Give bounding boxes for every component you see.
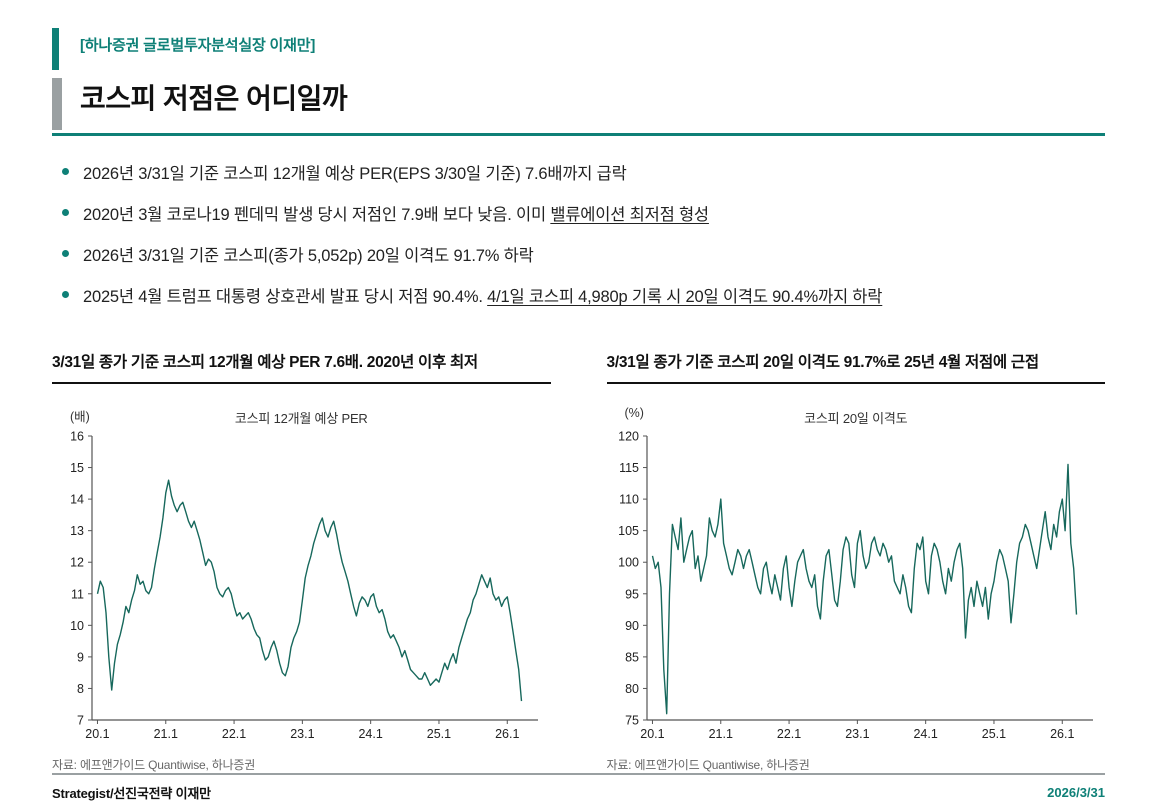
disparity-chart-title: 코스피 20일 이격도 <box>804 411 908 426</box>
svg-text:26.1: 26.1 <box>495 727 519 741</box>
bullet-text-underlined: 4/1일 코스피 4,980p 기록 시 20일 이격도 90.4%까지 하락 <box>487 288 883 306</box>
svg-text:23.1: 23.1 <box>845 727 869 741</box>
bullet-text: 2020년 3월 코로나19 펜데믹 발생 당시 저점인 7.9배 보다 낮음.… <box>83 201 709 225</box>
svg-text:20.1: 20.1 <box>85 727 109 741</box>
svg-text:15: 15 <box>70 461 84 475</box>
header-divider <box>52 133 1105 136</box>
department-line: [하나증권 글로벌투자분석실장 이재만] <box>80 37 316 54</box>
per-chart-top: (배) 코스피 12개월 예상 PER <box>52 406 551 426</box>
per-chart: 7 8 9 10 11 12 13 14 15 16 20.1 21.1 22.1 23.1 24.1 25.… <box>70 430 538 741</box>
teal-accent-bar <box>52 28 59 70</box>
svg-text:21.1: 21.1 <box>708 727 732 741</box>
svg-text:9: 9 <box>77 650 84 664</box>
bullet-item: 2025년 4월 트럼프 대통령 상호관세 발표 당시 저점 90.4%. 4/… <box>60 283 1105 307</box>
disparity-chart-box: (%) 코스피 20일 이격도 75 80 85 90 95 100 105 110 115 12… <box>607 406 1106 773</box>
bullet-dot <box>62 291 69 298</box>
strategist-label: Strategist/선진국전략 이재만 <box>52 786 211 801</box>
svg-text:26.1: 26.1 <box>1050 727 1074 741</box>
page-title: 코스피 저점은 어디일까 <box>80 83 348 114</box>
svg-text:105: 105 <box>618 524 639 538</box>
bullet-text: 2026년 3/31일 기준 코스피(종가 5,052p) 20일 이격도 91… <box>83 242 534 266</box>
bullet-text-plain: 2020년 3월 코로나19 펜데믹 발생 당시 저점인 7.9배 보다 낮음.… <box>83 206 551 224</box>
bullet-text-underlined: 밸류에이션 최저점 형성 <box>550 206 709 224</box>
bullet-text: 2025년 4월 트럼프 대통령 상호관세 발표 당시 저점 90.4%. 4/… <box>83 283 882 307</box>
bullet-text: 2026년 3/31일 기준 코스피 12개월 예상 PER(EPS 3/30일… <box>83 160 627 184</box>
svg-text:8: 8 <box>77 682 84 696</box>
per-chart-title: 코스피 12개월 예상 PER <box>234 411 368 426</box>
svg-text:85: 85 <box>625 650 639 664</box>
disparity-chart-source: 자료: 에프앤가이드 Quantiwise, 하나증권 <box>606 758 810 772</box>
disparity-chart-section: 3/31일 종가 기준 코스피 20일 이격도 91.7%로 25년 4월 저점… <box>606 350 1106 773</box>
disparity-y-axis-unit: (%) <box>624 406 644 420</box>
svg-text:12: 12 <box>70 556 84 570</box>
svg-text:24.1: 24.1 <box>358 727 382 741</box>
bullet-dot <box>62 250 69 257</box>
svg-text:25.1: 25.1 <box>981 727 1005 741</box>
bullet-item: 2020년 3월 코로나19 펜데믹 발생 당시 저점인 7.9배 보다 낮음.… <box>60 201 1105 225</box>
per-chart-box: (배) 코스피 12개월 예상 PER 7 8 9 10 11 12 13 14 15 16 20.… <box>52 406 551 773</box>
svg-text:100: 100 <box>618 556 639 570</box>
header: [하나증권 글로벌투자분석실장 이재만] 코스피 저점은 어디일까 <box>52 24 1105 130</box>
per-y-axis-unit: (배) <box>70 410 90 424</box>
svg-text:90: 90 <box>625 619 639 633</box>
bullet-text-plain: 2025년 4월 트럼프 대통령 상호관세 발표 당시 저점 90.4%. <box>83 288 488 306</box>
svg-text:120: 120 <box>618 430 639 444</box>
footer: Strategist/선진국전략 이재만 2026/3/31 <box>52 773 1105 802</box>
svg-text:80: 80 <box>625 682 639 696</box>
svg-text:24.1: 24.1 <box>913 727 937 741</box>
report-date: 2026/3/31 <box>1047 785 1105 800</box>
svg-text:10: 10 <box>70 619 84 633</box>
disparity-chart-top: (%) 코스피 20일 이격도 <box>607 406 1106 426</box>
bullet-list: 2026년 3/31일 기준 코스피 12개월 예상 PER(EPS 3/30일… <box>60 160 1105 324</box>
bullet-item: 2026년 3/31일 기준 코스피(종가 5,052p) 20일 이격도 91… <box>60 242 1105 266</box>
svg-text:20.1: 20.1 <box>640 727 664 741</box>
svg-text:13: 13 <box>70 524 84 538</box>
disparity-section-heading: 3/31일 종가 기준 코스피 20일 이격도 91.7%로 25년 4월 저점… <box>606 350 1105 384</box>
charts-row: 3/31일 종가 기준 코스피 12개월 예상 PER 7.6배. 2020년 … <box>52 350 1105 773</box>
svg-text:23.1: 23.1 <box>290 727 314 741</box>
per-section-heading: 3/31일 종가 기준 코스피 12개월 예상 PER 7.6배. 2020년 … <box>52 350 551 384</box>
bullet-text-plain: 2026년 3/31일 기준 코스피(종가 5,052p) 20일 이격도 91… <box>83 247 534 265</box>
svg-text:14: 14 <box>70 493 84 507</box>
svg-text:95: 95 <box>625 587 639 601</box>
svg-text:16: 16 <box>70 430 84 444</box>
svg-text:25.1: 25.1 <box>427 727 451 741</box>
svg-text:21.1: 21.1 <box>154 727 178 741</box>
bullet-item: 2026년 3/31일 기준 코스피 12개월 예상 PER(EPS 3/30일… <box>60 160 1105 184</box>
svg-text:110: 110 <box>619 493 639 507</box>
svg-text:22.1: 22.1 <box>776 727 800 741</box>
bullet-dot <box>62 209 69 216</box>
svg-text:115: 115 <box>619 461 639 475</box>
gray-accent-bar <box>52 78 62 130</box>
svg-text:11: 11 <box>71 587 84 601</box>
svg-text:7: 7 <box>77 714 84 728</box>
per-chart-section: 3/31일 종가 기준 코스피 12개월 예상 PER 7.6배. 2020년 … <box>52 350 551 773</box>
svg-text:22.1: 22.1 <box>222 727 246 741</box>
bullet-dot <box>62 168 69 175</box>
per-chart-source: 자료: 에프앤가이드 Quantiwise, 하나증권 <box>52 758 256 772</box>
bullet-text-plain: 2026년 3/31일 기준 코스피 12개월 예상 PER(EPS 3/30일… <box>83 165 627 183</box>
disparity-chart: 75 80 85 90 95 100 105 110 115 120 20.1 21.1 22.1 23.… <box>618 430 1093 741</box>
svg-text:75: 75 <box>625 714 639 728</box>
